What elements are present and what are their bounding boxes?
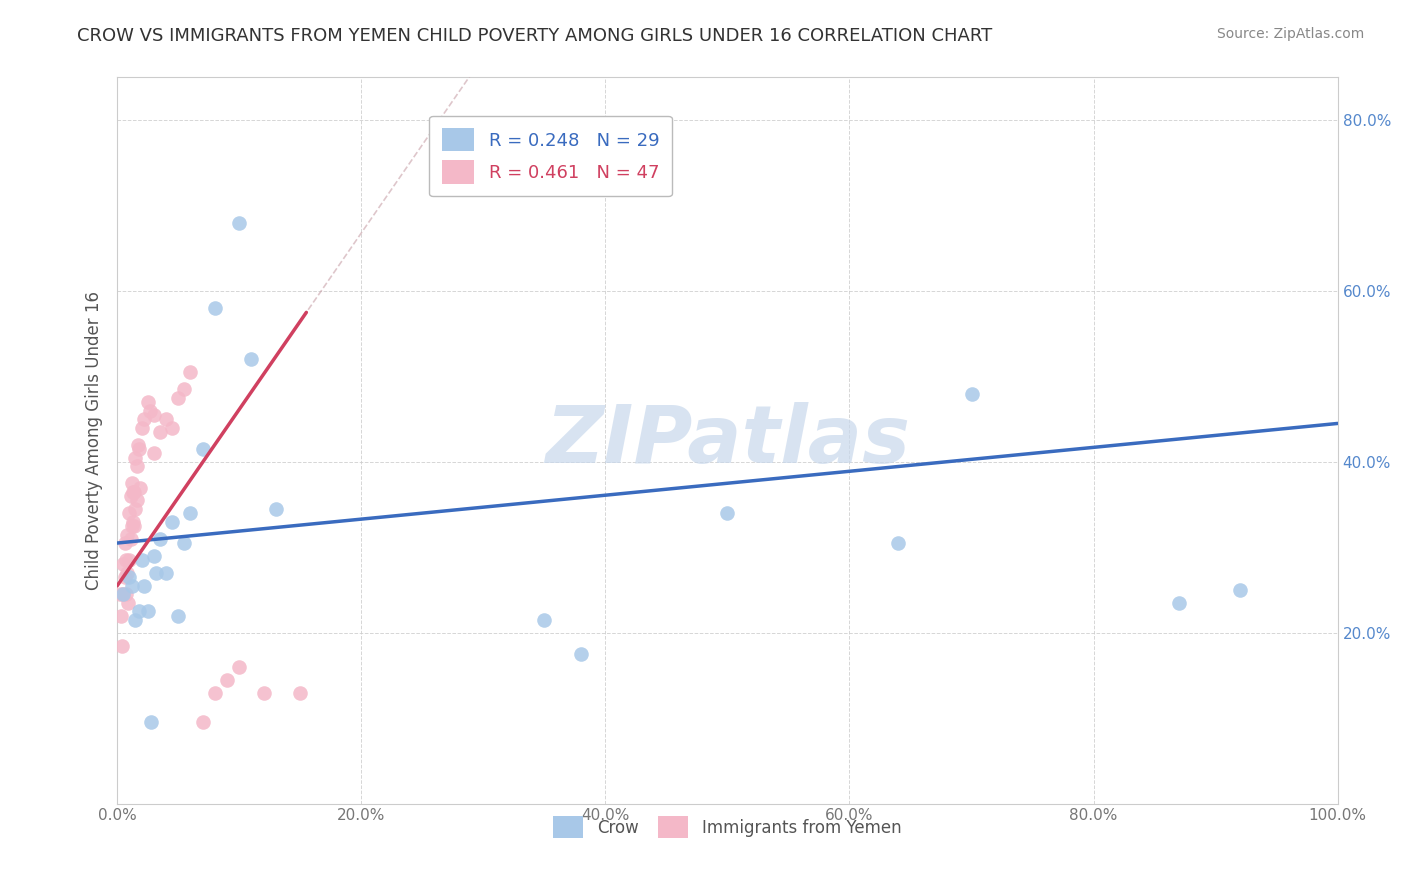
Point [108,587,131,601]
Point [114,587,136,601]
Point [139,403,162,417]
Point [120,489,142,503]
Point [160,515,183,529]
Point [1168,596,1191,610]
Legend: R = 0.248   N = 29, R = 0.461   N = 47: R = 0.248 N = 29, R = 0.461 N = 47 [429,116,672,196]
Point [264,501,287,516]
Point [191,442,214,456]
Point [142,446,165,460]
Point [149,532,172,546]
Point [160,421,183,435]
Point [111,639,134,653]
Point [132,412,155,426]
Point [124,450,146,465]
Point [240,352,263,367]
Point [179,506,201,520]
Point [149,425,172,439]
Point [191,715,214,730]
Point [118,570,141,584]
Point [118,506,141,520]
Point [204,301,226,315]
Point [131,553,153,567]
Point [124,484,146,499]
Point [129,481,152,495]
Point [290,685,312,699]
Point [121,579,143,593]
Point [142,549,165,563]
Point [155,412,177,426]
Point [136,395,159,409]
Point [253,685,276,699]
Point [215,673,238,687]
Point [228,660,250,674]
Point [887,536,910,550]
Point [142,408,165,422]
Point [112,558,135,572]
Point [204,685,226,699]
Point [173,536,195,550]
Point [179,365,201,379]
Point [569,647,592,661]
Point [110,608,132,623]
Point [228,216,250,230]
Point [716,506,738,520]
Point [121,476,143,491]
Point [533,613,555,627]
Point [132,579,155,593]
Point [128,604,150,618]
Point [121,519,143,533]
Text: CROW VS IMMIGRANTS FROM YEMEN CHILD POVERTY AMONG GIRLS UNDER 16 CORRELATION CHA: CROW VS IMMIGRANTS FROM YEMEN CHILD POVE… [77,27,993,45]
Point [117,596,139,610]
Point [173,382,195,396]
Point [115,527,138,541]
Y-axis label: Child Poverty Among Girls Under 16: Child Poverty Among Girls Under 16 [86,291,103,590]
Point [122,515,145,529]
Point [145,566,167,580]
Point [127,438,149,452]
Point [125,459,148,474]
Point [115,566,138,580]
Text: ZIPatlas: ZIPatlas [546,401,910,480]
Point [128,442,150,456]
Point [122,484,145,499]
Text: Source: ZipAtlas.com: Source: ZipAtlas.com [1216,27,1364,41]
Point [118,553,141,567]
Point [124,519,146,533]
Point [960,386,983,401]
Point [120,532,142,546]
Point [131,421,153,435]
Point [114,553,136,567]
Point [112,587,135,601]
Point [125,493,148,508]
Point [141,715,163,730]
Point [112,587,135,601]
Point [1229,582,1251,597]
Point [136,604,159,618]
Point [114,536,136,550]
Point [167,391,190,405]
Point [155,566,177,580]
Point [167,608,190,623]
Point [124,613,146,627]
Point [124,501,146,516]
Point [114,570,136,584]
